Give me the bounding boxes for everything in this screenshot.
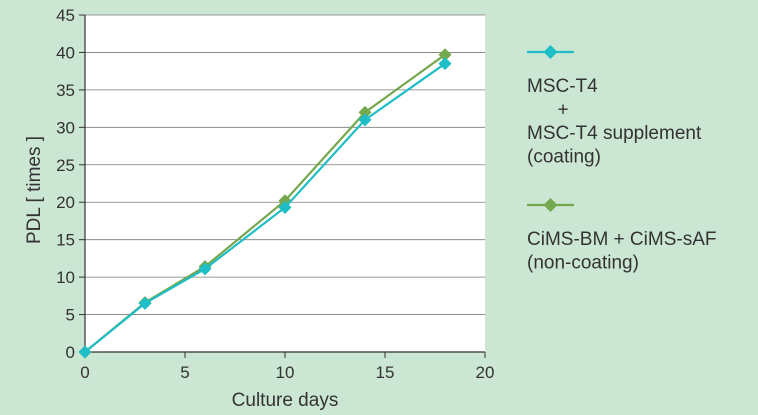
data-point — [438, 57, 452, 71]
legend-label: CiMS-BM + CiMS-sAF — [527, 229, 716, 250]
data-point — [78, 345, 92, 359]
data-point — [138, 296, 152, 310]
plot-area — [85, 15, 485, 352]
legend-marker — [543, 45, 558, 59]
tick-labels: 0 5 10 15 20 25 30 35 40 45 0 5 10 15 20 — [56, 6, 494, 382]
x-tick-label: 10 — [276, 363, 295, 382]
legend-label: + — [557, 100, 568, 121]
data-point — [358, 113, 372, 127]
legend-item-1: MSC-T4 +MSC-T4 supplement (coating) — [527, 45, 702, 168]
y-tick-label: 30 — [56, 118, 75, 137]
series-line — [84, 62, 446, 353]
y-axis-title: PDL [ times ] — [24, 136, 45, 244]
y-tick-label: 15 — [56, 231, 75, 250]
x-axis-title: Culture days — [232, 390, 339, 411]
y-tick-label: 45 — [56, 6, 75, 25]
x-tick-label: 0 — [80, 363, 89, 382]
legend-item-2: CiMS-BM + CiMS-sAF (non-coating) — [527, 198, 716, 274]
data-point — [358, 105, 372, 119]
x-tick-label: 5 — [180, 363, 189, 382]
legend-label: MSC-T4 supplement — [527, 123, 702, 144]
data-point — [198, 262, 212, 276]
y-tick-label: 35 — [56, 81, 75, 100]
y-tick-label: 0 — [66, 343, 75, 362]
x-tick-label: 20 — [476, 363, 495, 382]
y-tick-label: 40 — [56, 43, 75, 62]
legend: MSC-T4 +MSC-T4 supplement (coating) CiMS-BM… — [527, 45, 716, 274]
legend-label: (coating) — [527, 147, 601, 168]
data-point — [278, 200, 292, 214]
x-tick-label: 15 — [376, 363, 395, 382]
data-series — [78, 48, 452, 359]
legend-label: (non-coating) — [527, 253, 639, 274]
y-tick-label: 5 — [66, 306, 75, 325]
legend-label: MSC-T4 — [527, 76, 598, 97]
y-tick-label: 10 — [56, 268, 75, 287]
data-point — [438, 48, 452, 62]
y-tick-label: 20 — [56, 193, 75, 212]
y-tick-label: 25 — [56, 156, 75, 175]
series-1 — [78, 57, 452, 359]
legend-marker — [543, 198, 558, 212]
grid-lines — [85, 14, 485, 315]
